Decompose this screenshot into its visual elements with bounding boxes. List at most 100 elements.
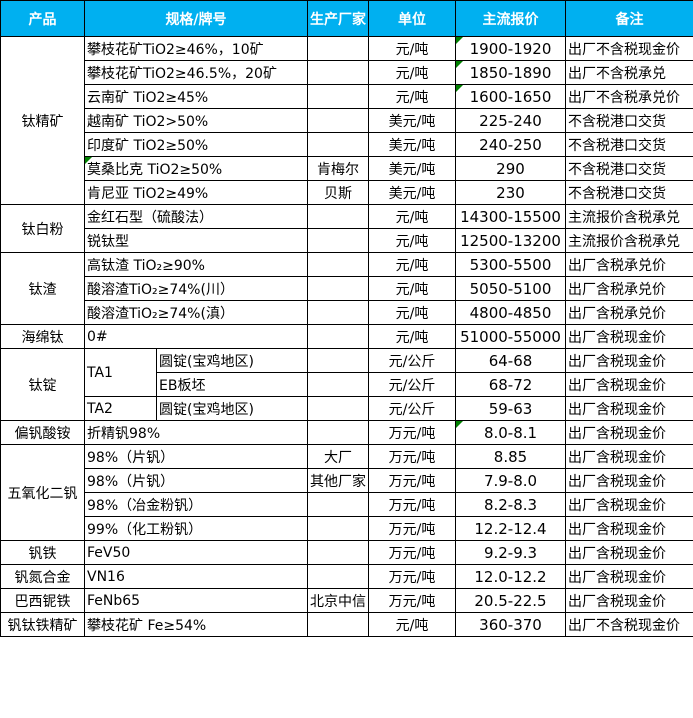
note-cell: 出厂含税现金价 — [565, 420, 693, 445]
header-cell-spec: 规格/牌号 — [84, 0, 308, 37]
unit-cell: 万元/吨 — [368, 468, 456, 493]
price-cell: 64-68 — [455, 348, 566, 373]
price-cell: 12.2-12.4 — [455, 516, 566, 541]
spec-cell: 酸溶渣TiO₂≥74%(川） — [84, 276, 308, 301]
comment-indicator-icon — [456, 61, 463, 68]
table-row: 印度矿 TiO2≥50% 美元/吨 240-250 不含税港口交货 — [1, 132, 693, 157]
price-cell: 230 — [455, 180, 566, 205]
unit-cell: 美元/吨 — [368, 180, 456, 205]
spec-cell: 圆锭(宝鸡地区) — [156, 348, 308, 373]
product-cell: 钛精矿 — [0, 36, 85, 205]
maker-cell — [307, 492, 369, 517]
spec-cell: 越南矿 TiO2>50% — [84, 108, 308, 133]
unit-cell: 万元/吨 — [368, 588, 456, 613]
spec-cell: 云南矿 TiO2≥45% — [84, 84, 308, 109]
unit-cell: 元/吨 — [368, 612, 456, 637]
note-cell: 主流报价含税承兑 — [565, 204, 693, 229]
unit-cell: 美元/吨 — [368, 108, 456, 133]
unit-cell: 元/吨 — [368, 324, 456, 349]
table-row: 钛锭 TA1 圆锭(宝鸡地区) 元/公斤 64-68 出厂含税现金价 — [0, 348, 693, 421]
maker-cell — [307, 516, 369, 541]
table-row: 钒氮合金 VN16 万元/吨 12.0-12.2 出厂含税现金价 — [0, 564, 693, 589]
spec-cell: VN16 — [84, 564, 308, 589]
note-cell: 出厂含税现金价 — [565, 324, 693, 349]
price-cell: 14300-15500 — [455, 204, 566, 229]
maker-cell — [307, 564, 369, 589]
price-cell: 4800-4850 — [455, 300, 566, 325]
unit-cell: 万元/吨 — [368, 516, 456, 541]
unit-cell: 元/吨 — [368, 84, 456, 109]
product-cell: 五氧化二钒 — [0, 444, 85, 541]
spec-cell: 圆锭(宝鸡地区) — [156, 396, 308, 421]
maker-cell — [307, 324, 369, 349]
spec-cell: 攀枝花矿 Fe≥54% — [84, 612, 308, 637]
unit-cell: 元/吨 — [368, 204, 456, 229]
table-row: 99%（化工粉钒） 万元/吨 12.2-12.4 出厂含税现金价 — [1, 516, 693, 541]
spec-cell: 肯尼亚 TiO2≥49% — [84, 180, 308, 205]
table-row: 巴西铌铁 FeNb65 北京中信 万元/吨 20.5-22.5 出厂含税现金价 — [0, 588, 693, 613]
maker-cell — [307, 276, 369, 301]
price-cell: 8.0-8.1 — [455, 420, 566, 445]
maker-cell — [307, 252, 369, 277]
product-cell: 钒氮合金 — [0, 564, 85, 589]
unit-cell: 元/公斤 — [368, 348, 456, 373]
maker-cell — [307, 132, 369, 157]
grade-cell: TA2 — [84, 396, 157, 421]
table-row: 云南矿 TiO2≥45% 元/吨 1600-1650 出厂不含税承兑价 — [1, 84, 693, 109]
note-cell: 出厂不含税承兑价 — [565, 84, 693, 109]
header-cell-unit: 单位 — [368, 0, 456, 37]
unit-cell: 元/吨 — [368, 252, 456, 277]
table-row: 酸溶渣TiO₂≥74%(滇） 元/吨 4800-4850 出厂含税承兑价 — [1, 300, 693, 325]
spec-cell: 锐钛型 — [84, 228, 308, 253]
spec-cell: 折精钒98% — [84, 420, 308, 445]
price-cell: 5300-5500 — [455, 252, 566, 277]
spec-cell: FeNb65 — [84, 588, 308, 613]
spec-cell: 攀枝花矿TiO2≥46.5%，20矿 — [84, 60, 308, 85]
unit-cell: 万元/吨 — [368, 540, 456, 565]
comment-indicator-icon — [456, 85, 463, 92]
price-cell: 68-72 — [455, 372, 566, 397]
maker-cell: 贝斯 — [307, 180, 369, 205]
product-cell: 钒钛铁精矿 — [0, 612, 85, 637]
unit-cell: 美元/吨 — [368, 156, 456, 181]
table-row: 钒铁 FeV50 万元/吨 9.2-9.3 出厂含税现金价 — [0, 540, 693, 565]
spec-cell: 印度矿 TiO2≥50% — [84, 132, 308, 157]
maker-cell: 其他厂家 — [307, 468, 369, 493]
note-cell: 不含税港口交货 — [565, 132, 693, 157]
unit-cell: 万元/吨 — [368, 444, 456, 469]
unit-cell: 万元/吨 — [368, 492, 456, 517]
unit-cell: 元/吨 — [368, 228, 456, 253]
spec-cell: 攀枝花矿TiO2≥46%，10矿 — [84, 36, 308, 61]
maker-cell: 北京中信 — [307, 588, 369, 613]
table-row: 越南矿 TiO2>50% 美元/吨 225-240 不含税港口交货 — [1, 108, 693, 133]
spec-cell: EB板坯 — [156, 372, 308, 397]
table-row: 肯尼亚 TiO2≥49% 贝斯 美元/吨 230 不含税港口交货 — [1, 180, 693, 205]
maker-cell — [307, 396, 369, 421]
comment-indicator-icon — [456, 421, 463, 428]
table-row: 钛白粉 金红石型（硫酸法） 元/吨 14300-15500 主流报价含税承兑 — [0, 204, 693, 253]
table-row: 酸溶渣TiO₂≥74%(川） 元/吨 5050-5100 出厂含税承兑价 — [1, 276, 693, 301]
unit-cell: 元/吨 — [368, 300, 456, 325]
unit-cell: 万元/吨 — [368, 420, 456, 445]
price-cell: 20.5-22.5 — [455, 588, 566, 613]
maker-cell — [307, 420, 369, 445]
price-cell: 12500-13200 — [455, 228, 566, 253]
spec-cell: 0# — [84, 324, 308, 349]
header-cell-note: 备注 — [565, 0, 693, 37]
maker-cell — [307, 36, 369, 61]
note-cell: 出厂含税现金价 — [565, 348, 693, 373]
note-cell: 出厂不含税现金价 — [565, 36, 693, 61]
maker-cell — [307, 84, 369, 109]
note-cell: 出厂含税承兑价 — [565, 300, 693, 325]
price-cell: 1850-1890 — [455, 60, 566, 85]
note-cell: 出厂含税现金价 — [565, 516, 693, 541]
note-cell: 出厂含税现金价 — [565, 588, 693, 613]
note-cell: 出厂含税承兑价 — [565, 276, 693, 301]
note-cell: 出厂含税现金价 — [565, 540, 693, 565]
price-cell: 12.0-12.2 — [455, 564, 566, 589]
table-row: 五氧化二钒 98%（片钒） 大厂 万元/吨 8.85 出厂含税现金价 — [0, 444, 693, 541]
spec-cell: 98%（片钒） — [84, 468, 308, 493]
maker-cell — [307, 108, 369, 133]
table-row: 海绵钛 0# 元/吨 51000-55000 出厂含税现金价 — [0, 324, 693, 349]
spec-cell: 金红石型（硫酸法） — [84, 204, 308, 229]
